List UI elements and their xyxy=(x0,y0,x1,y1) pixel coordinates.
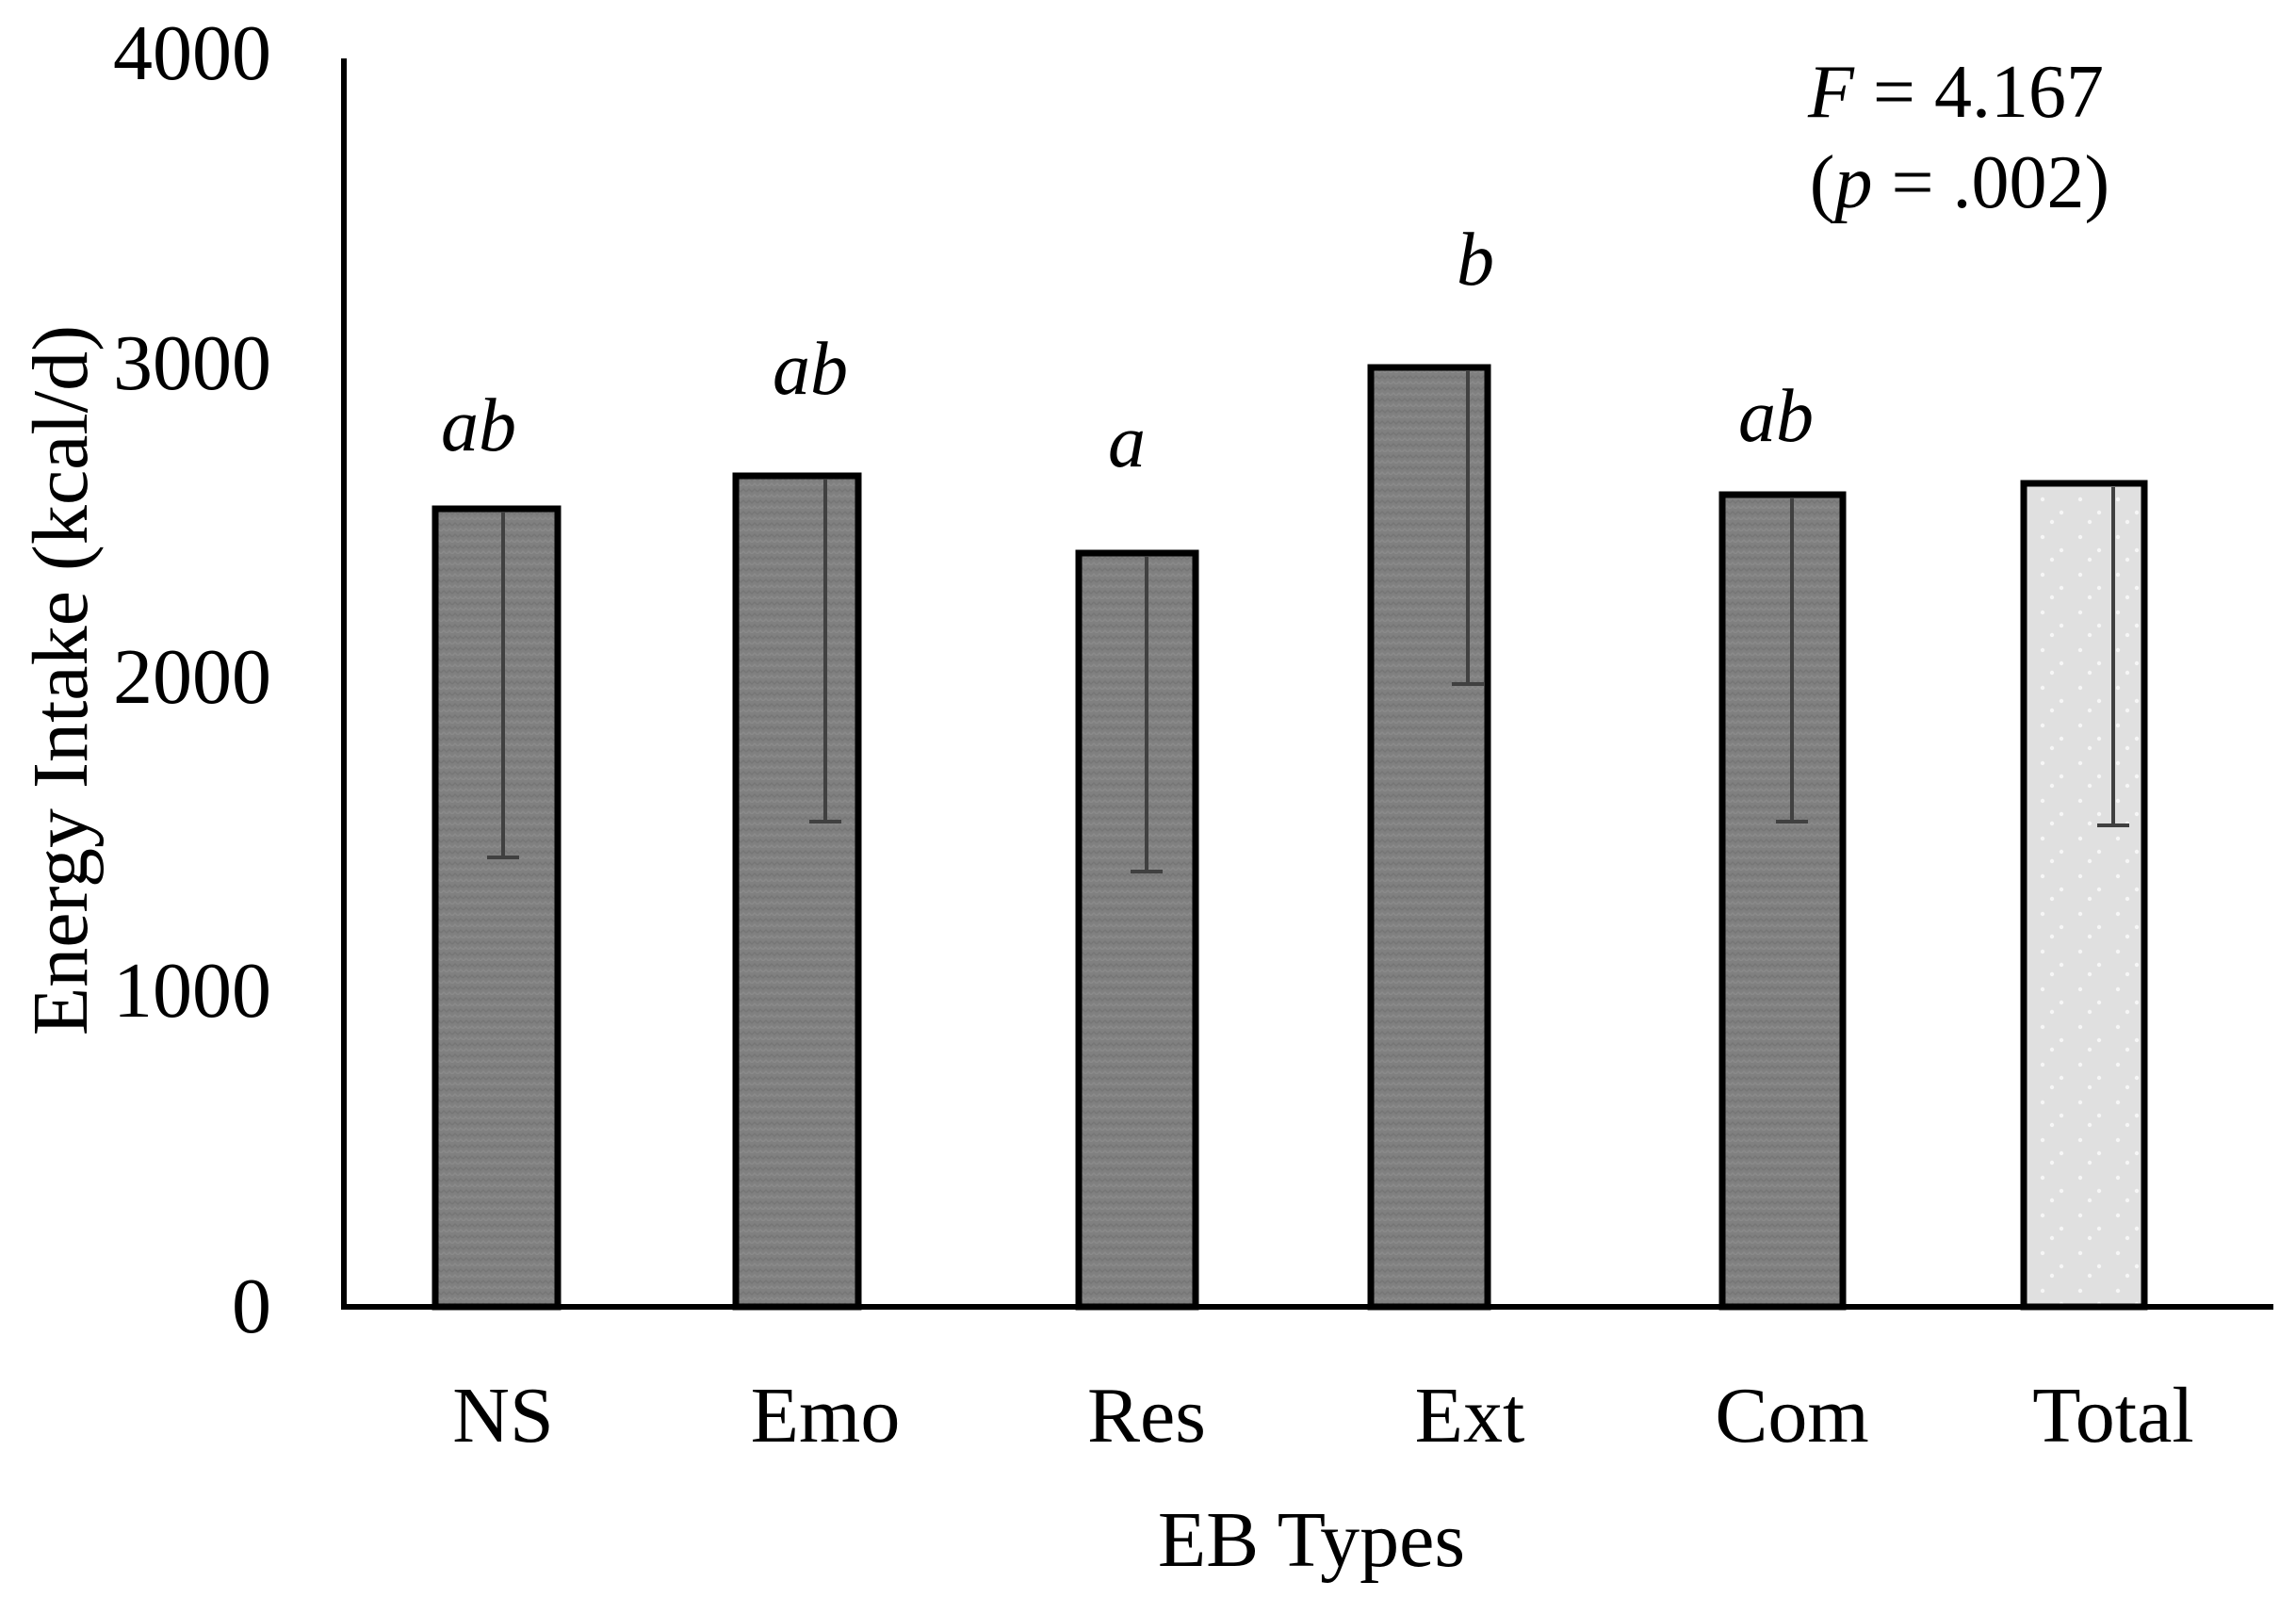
bar-ns xyxy=(432,505,562,1311)
y-tick-3000: 3000 xyxy=(113,319,271,407)
axes xyxy=(341,58,2273,1310)
x-axis-categories: NS Emo Res Ext Com Total xyxy=(452,1372,2193,1459)
error-bar-ext xyxy=(1452,371,1484,686)
error-bar-emo xyxy=(809,480,841,823)
error-bar-com xyxy=(1776,498,1808,823)
y-tick-2000: 2000 xyxy=(113,633,271,721)
p-open-paren: ( xyxy=(1810,141,1835,224)
f-value: = 4.167 xyxy=(1854,51,2104,134)
bar-ext xyxy=(1367,364,1491,1311)
significance-letters: ab ab a b ab xyxy=(441,219,1814,483)
sig-letter-ns: ab xyxy=(441,384,516,467)
x-category-com: Com xyxy=(1715,1372,1868,1459)
bars xyxy=(432,364,2148,1311)
x-category-emo: Emo xyxy=(751,1372,901,1459)
bar-total xyxy=(2020,480,2148,1311)
error-bars xyxy=(487,371,2129,873)
x-category-ext: Ext xyxy=(1415,1372,1525,1459)
x-category-res: Res xyxy=(1087,1372,1206,1459)
p-label: p xyxy=(1830,141,1872,224)
x-category-ns: NS xyxy=(452,1372,553,1459)
error-bar-res xyxy=(1131,557,1163,873)
sig-letter-emo: ab xyxy=(773,328,848,411)
f-statistic-line: F = 4.167 xyxy=(1807,51,2104,134)
y-axis-ticks: 4000 3000 2000 1000 0 xyxy=(113,9,271,1350)
x-axis-title: EB Types xyxy=(1158,1496,1465,1584)
error-bar-total xyxy=(2097,487,2129,827)
y-tick-1000: 1000 xyxy=(113,947,271,1035)
bar-res xyxy=(1075,549,1199,1311)
f-statistic-annotation: F = 4.167 (p = .002) xyxy=(1807,51,2109,224)
y-axis-title: Energy Intake (kcal/d) xyxy=(17,325,105,1035)
error-bar-ns xyxy=(487,513,519,859)
p-value-line: (p = .002) xyxy=(1810,141,2109,224)
sig-letter-com: ab xyxy=(1738,375,1814,458)
sig-letter-ext: b xyxy=(1457,219,1494,302)
f-label: F xyxy=(1807,51,1855,134)
y-tick-4000: 4000 xyxy=(113,9,271,97)
y-tick-0: 0 xyxy=(232,1263,271,1350)
bar-emo xyxy=(732,472,862,1311)
p-value: = .002) xyxy=(1872,141,2109,224)
sig-letter-res: a xyxy=(1108,400,1146,483)
bar-com xyxy=(1718,491,1847,1311)
x-category-total: Total xyxy=(2032,1372,2193,1459)
